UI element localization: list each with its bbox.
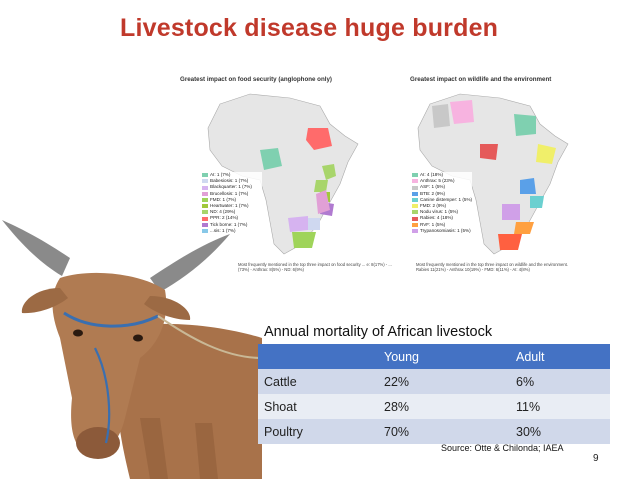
legend-item: Heartwater: 1 (7%): [202, 203, 262, 209]
column-header: Adult: [510, 344, 610, 369]
legend-item: Trypanosomiasis: 1 (5%): [412, 228, 472, 234]
map-footnote: Most frequently mentioned in the top thr…: [416, 262, 568, 272]
legend-item: BTB: 2 (9%): [412, 191, 472, 197]
page-number: 9: [593, 453, 599, 464]
legend-item: Blackquarter: 1 (7%): [202, 184, 262, 190]
africa-map-icon: [417, 93, 569, 255]
cow-illustration-icon: [2, 220, 262, 479]
legend-item: RVF: 1 (5%): [412, 222, 472, 228]
map-caption: Greatest impact on wildlife and the envi…: [410, 76, 552, 83]
legend-item: Tick borne: 1 (7%): [202, 222, 262, 228]
table-row: Cattle 22% 6%: [258, 369, 610, 394]
table-cell: 28%: [378, 394, 510, 419]
table-cell: 30%: [510, 419, 610, 444]
table-cell: 11%: [510, 394, 610, 419]
map-legend: AI: 4 (18%) Anthrax: 5 (23%) ASF: 1 (5%)…: [412, 172, 472, 235]
legend-item: ASF: 1 (5%): [412, 184, 472, 190]
legend-item: Brucellosis: 1 (7%): [202, 191, 262, 197]
table-row: Shoat 28% 11%: [258, 394, 610, 419]
map-food-security: Greatest impact on food security (anglop…: [180, 76, 396, 276]
legend-item: Nodu virus: 1 (5%): [412, 209, 472, 215]
table-cell: Cattle: [258, 369, 378, 394]
legend-item: FMD: 1 (7%): [202, 197, 262, 203]
table-cell: 6%: [510, 369, 610, 394]
table-cell: 22%: [378, 369, 510, 394]
table-row: Poultry 70% 30%: [258, 419, 610, 444]
legend-item: Anthrax: 5 (23%): [412, 178, 472, 184]
africa-map-icon: [207, 93, 359, 255]
legend-item: Babesiosis: 1 (7%): [202, 178, 262, 184]
column-header: [258, 344, 378, 369]
slide-title: Livestock disease huge burden: [120, 14, 499, 42]
legend-item: AI: 1 (7%): [202, 172, 262, 178]
map-legend: AI: 1 (7%) Babesiosis: 1 (7%) Blackquart…: [202, 172, 262, 235]
legend-item: ND: 4 (29%): [202, 209, 262, 215]
legend-item: AI: 4 (18%): [412, 172, 472, 178]
mortality-table: Young Adult Cattle 22% 6% Shoat 28% 11% …: [258, 344, 610, 444]
table-title: Annual mortality of African livestock: [264, 324, 493, 340]
table-cell: Shoat: [258, 394, 378, 419]
legend-item: ...sis: 1 (7%): [202, 228, 262, 234]
map-wildlife-environment: Greatest impact on wildlife and the envi…: [410, 76, 626, 276]
legend-item: PPR: 2 (14%): [202, 215, 262, 221]
legend-item: Canine distemper: 1 (5%): [412, 197, 472, 203]
legend-item: FMD: 2 (9%): [412, 203, 472, 209]
map-footnote: Most frequently mentioned in the top thr…: [238, 262, 392, 272]
legend-item: Rabies: 4 (18%): [412, 215, 472, 221]
source-citation: Source: Otte & Chilonda; IAEA: [441, 443, 564, 453]
table-cell: 70%: [378, 419, 510, 444]
table-header-row: Young Adult: [258, 344, 610, 369]
table-cell: Poultry: [258, 419, 378, 444]
column-header: Young: [378, 344, 510, 369]
map-caption: Greatest impact on food security (anglop…: [180, 76, 332, 83]
